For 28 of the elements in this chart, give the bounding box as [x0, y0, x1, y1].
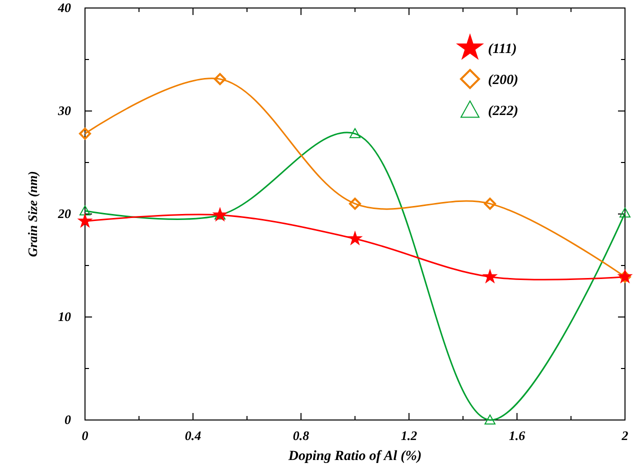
- y-tick-label: 10: [58, 309, 72, 324]
- y-tick-label: 30: [57, 103, 72, 118]
- x-tick-label: 0.8: [292, 428, 310, 443]
- x-tick-label: 2: [620, 428, 629, 443]
- y-tick-label: 20: [57, 206, 72, 221]
- legend-label: (222): [488, 104, 518, 119]
- point: [79, 128, 91, 140]
- y-tick-label: 0: [64, 412, 72, 427]
- y-tick-label: 40: [57, 0, 72, 15]
- point: [77, 213, 93, 228]
- x-tick-label: 0: [82, 428, 89, 443]
- point: [349, 198, 361, 210]
- point: [212, 206, 228, 222]
- legend-label: (111): [488, 42, 517, 57]
- point: [484, 414, 496, 424]
- point: [350, 128, 360, 138]
- x-tick-label: 1.2: [400, 428, 418, 443]
- legend-label: (200): [488, 73, 518, 88]
- point: [484, 198, 496, 210]
- x-tick-label: 1.6: [508, 428, 526, 443]
- x-axis-title: Doping Ratio of Al (%): [287, 449, 422, 464]
- x-tick-label: 0.4: [184, 428, 202, 443]
- point: [620, 207, 630, 218]
- point: [80, 205, 90, 216]
- point: [347, 230, 363, 246]
- point: [214, 73, 226, 86]
- y-axis-title: Grain Size (nm): [25, 171, 40, 257]
- point: [482, 268, 498, 284]
